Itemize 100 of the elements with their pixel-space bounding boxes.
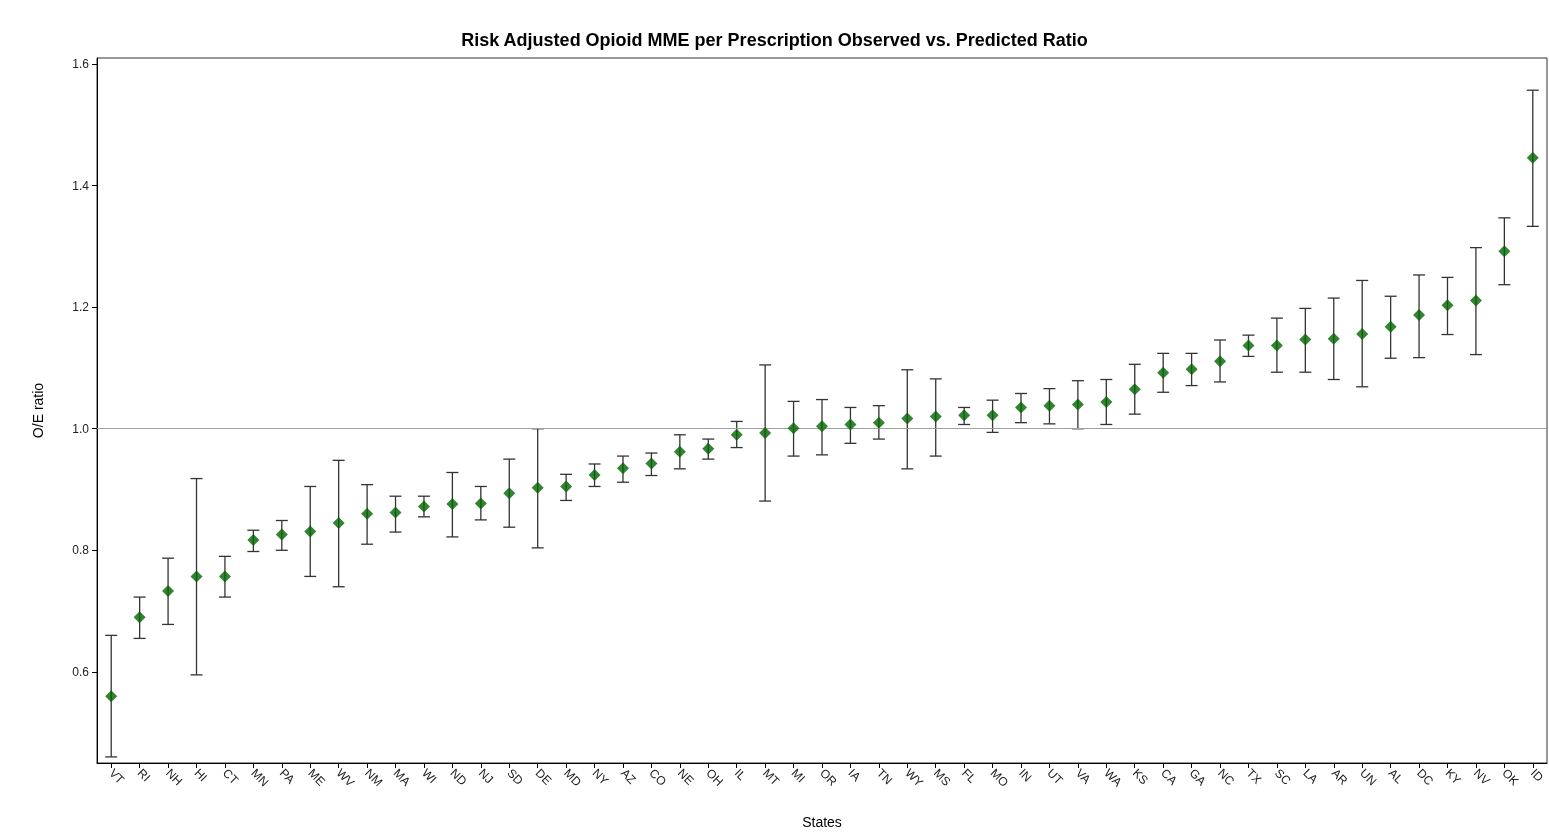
point	[560, 480, 573, 493]
point	[872, 416, 885, 429]
x-tick-label: MO	[987, 766, 1012, 790]
point	[446, 498, 459, 511]
x-tick-label: NV	[1470, 766, 1493, 788]
point	[986, 409, 999, 422]
point	[275, 528, 288, 541]
point	[673, 445, 686, 458]
point	[1015, 401, 1028, 414]
x-tick-label: OR	[817, 766, 840, 789]
x-tick-label: CT	[219, 766, 242, 788]
point	[1441, 299, 1454, 312]
point	[218, 570, 231, 583]
point	[1071, 398, 1084, 411]
chart-title: Risk Adjusted Opioid MME per Prescription Observed vs. Predicted Ratio	[461, 30, 1088, 50]
point	[844, 418, 857, 431]
point	[1526, 151, 1539, 164]
point	[1356, 327, 1369, 340]
point	[1413, 309, 1426, 322]
point	[474, 497, 487, 510]
x-tick-label: FL	[959, 766, 980, 787]
x-tick-label: IL	[731, 766, 749, 784]
point	[190, 570, 203, 583]
x-tick-label: MT	[760, 766, 783, 789]
point	[958, 409, 971, 422]
point	[1327, 332, 1340, 345]
x-tick-label: SC	[1271, 766, 1294, 788]
y-tick-label: 0.8	[72, 543, 90, 558]
x-tick-label: AZ	[618, 766, 639, 787]
point	[816, 420, 828, 433]
x-tick-label: MA	[390, 766, 414, 789]
y-tick-label: 1.0	[72, 421, 90, 436]
point	[332, 516, 345, 529]
x-tick-label: MS	[930, 766, 954, 789]
x-tick-label: AL	[1385, 766, 1407, 787]
x-tick-label: WI	[419, 766, 440, 787]
x-tick-label: DE	[532, 766, 555, 788]
point	[702, 442, 715, 455]
point	[105, 690, 118, 703]
point	[133, 611, 146, 624]
point	[361, 507, 374, 520]
point	[1469, 294, 1482, 307]
point	[1384, 320, 1397, 333]
point	[162, 585, 175, 597]
x-tick-label: HI	[191, 766, 210, 785]
x-tick-label: WA	[1101, 766, 1125, 790]
x-tick-label: OK	[1499, 766, 1522, 789]
point	[1270, 339, 1283, 352]
x-tick-label: UT	[1044, 766, 1067, 788]
x-tick-label: OH	[703, 766, 726, 789]
x-axis-title: States	[802, 814, 842, 830]
x-tick-label: IA	[845, 766, 864, 784]
point	[616, 462, 629, 475]
x-tick-label: VA	[1072, 766, 1094, 787]
point	[1242, 339, 1255, 352]
point	[588, 468, 601, 481]
x-tick-label: MI	[788, 766, 808, 786]
point	[1214, 355, 1227, 368]
y-tick-label: 0.6	[72, 664, 90, 679]
x-tick-label: AR	[1328, 766, 1351, 788]
x-tick-label: KS	[1129, 766, 1152, 788]
x-tick-label: TN	[873, 766, 896, 788]
x-tick-label: LA	[1300, 766, 1321, 787]
point	[1498, 245, 1511, 258]
point	[730, 428, 743, 441]
x-tick-label: NM	[362, 766, 386, 790]
y-tick-label: 1.6	[72, 57, 90, 72]
x-tick-label: IN	[1016, 766, 1035, 785]
point	[1100, 395, 1113, 408]
x-tick-label: UN	[1357, 766, 1380, 789]
x-tick-label: ID	[1527, 766, 1547, 785]
point	[1185, 363, 1198, 376]
x-tick-label: ME	[305, 766, 328, 789]
x-tick-label: VT	[106, 766, 128, 788]
x-tick-label: KY	[1442, 766, 1464, 788]
point	[645, 457, 658, 470]
x-tick-label: GA	[1186, 766, 1209, 789]
point	[304, 525, 317, 538]
x-tick-label: CO	[646, 766, 670, 789]
point	[1157, 366, 1170, 379]
point	[901, 412, 914, 425]
x-tick-label: NY	[589, 766, 612, 788]
y-tick-label: 1.2	[72, 300, 90, 315]
point	[929, 410, 942, 423]
point	[1128, 383, 1141, 396]
x-tick-label: NJ	[475, 766, 497, 787]
x-tick-label: MD	[561, 766, 585, 790]
x-tick-label: CA	[1158, 766, 1180, 788]
x-tick-label: TX	[1243, 766, 1265, 787]
point	[503, 487, 516, 500]
point	[247, 533, 260, 546]
x-tick-label: WV	[333, 766, 358, 790]
x-tick-label: NH	[163, 766, 186, 789]
x-tick-label: NE	[674, 766, 697, 788]
point	[1299, 333, 1312, 346]
point	[531, 481, 544, 494]
x-tick-label: DC	[1414, 766, 1437, 789]
x-tick-label: WY	[902, 766, 926, 790]
x-tick-label: MN	[248, 766, 272, 790]
point	[759, 426, 772, 439]
